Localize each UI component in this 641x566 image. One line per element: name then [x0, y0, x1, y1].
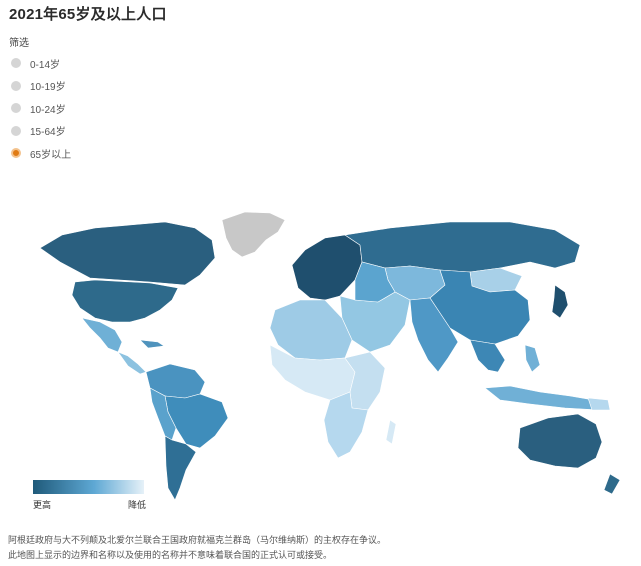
filter-option-65-plus[interactable]: 65岁以上 [11, 142, 71, 165]
region-brazil[interactable] [164, 393, 229, 449]
region-canada[interactable] [39, 221, 216, 286]
world-choropleth-map [39, 211, 621, 500]
region-indonesia[interactable] [484, 385, 606, 411]
region-europe[interactable] [291, 234, 363, 301]
filter-option-10-24[interactable]: 10-24岁 [11, 97, 71, 120]
radio-icon[interactable] [11, 125, 21, 136]
filter-option-label: 10-24岁 [30, 104, 66, 116]
region-philippines[interactable] [524, 344, 541, 373]
disclaimer-borders: 此地图上显示的边界和名称以及使用的名称并不意味着联合国的正式认可或接受。 [8, 550, 333, 560]
region-central-america[interactable] [117, 351, 147, 375]
region-north-africa[interactable] [269, 299, 353, 361]
filter-option-0-14[interactable]: 0-14岁 [11, 52, 71, 75]
filter-option-15-64[interactable]: 15-64岁 [11, 120, 71, 143]
filter-label: 筛选 [9, 38, 29, 49]
filter-option-label: 10-19岁 [30, 82, 66, 94]
region-usa[interactable] [71, 279, 179, 323]
filter-option-label: 0-14岁 [30, 59, 61, 71]
region-turkey-iran[interactable] [354, 261, 396, 303]
legend-low-label: 降低 [128, 500, 147, 510]
region-southern-cone[interactable] [164, 435, 197, 500]
legend-high-label: 更高 [33, 500, 52, 510]
legend-color-scale [33, 480, 144, 494]
region-greenland[interactable] [221, 211, 286, 258]
region-japan[interactable] [551, 284, 569, 319]
radio-icon[interactable] [11, 103, 21, 114]
region-australia[interactable] [517, 413, 603, 469]
filter-option-10-19[interactable]: 10-19岁 [11, 75, 71, 98]
region-mexico[interactable] [81, 317, 123, 353]
region-southeast-asia[interactable] [469, 339, 506, 373]
radio-icon[interactable] [11, 80, 21, 91]
filter-option-label: 65岁以上 [30, 149, 72, 161]
region-south-asia[interactable] [409, 297, 459, 373]
page-title: 2021年65岁及以上人口 [9, 6, 167, 23]
radio-selected-icon[interactable] [11, 148, 21, 159]
region-new-zealand[interactable] [603, 473, 621, 495]
region-southern-africa[interactable] [323, 391, 369, 459]
region-papua[interactable] [587, 397, 611, 411]
radio-icon[interactable] [11, 58, 21, 69]
region-caribbean[interactable] [139, 339, 165, 349]
filter-option-label: 15-64岁 [30, 127, 66, 139]
region-russia[interactable] [344, 221, 581, 273]
disclaimer-falklands: 阿根廷政府与大不列颠及北爱尔兰联合王国政府就福克兰群岛（马尔维纳斯）的主权存在争… [8, 535, 387, 545]
region-madagascar[interactable] [385, 419, 397, 445]
filter-options: 0-14岁 10-19岁 10-24岁 15-64岁 65岁以上 [11, 52, 71, 165]
